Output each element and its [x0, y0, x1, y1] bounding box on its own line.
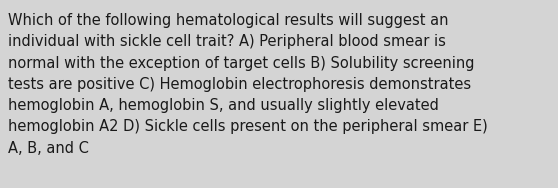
Text: Which of the following hematological results will suggest an
individual with sic: Which of the following hematological res…: [8, 13, 488, 156]
